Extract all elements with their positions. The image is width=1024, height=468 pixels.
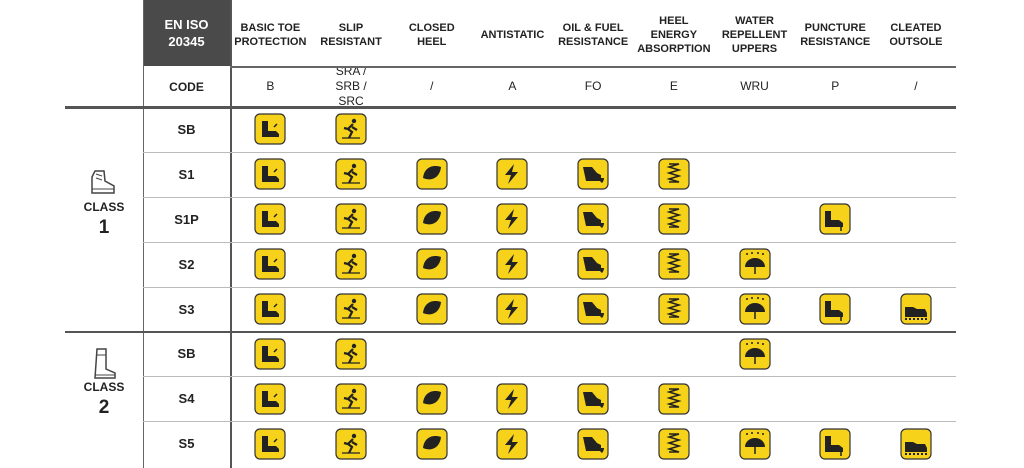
rule (230, 66, 956, 68)
feature-icon (254, 158, 286, 190)
feature-icon (416, 203, 448, 235)
feature-icon (819, 428, 851, 460)
column-name: PUNCTURE RESISTANCE (800, 22, 871, 48)
feature-icon (658, 158, 690, 190)
column-code: WRU (740, 79, 769, 93)
feature-icon (738, 248, 771, 280)
feature-icon (577, 203, 609, 235)
feature-icon (577, 158, 609, 190)
class-boot-icon (94, 348, 116, 379)
feature-icon (819, 293, 851, 325)
feature-icon (496, 203, 529, 235)
rule (230, 0, 232, 468)
class-number: 2 (98, 396, 110, 418)
feature-icon (658, 428, 690, 460)
rule (143, 286, 956, 288)
rule (143, 241, 956, 243)
feature-icon (335, 158, 367, 190)
column-name: OIL & FUEL RESISTANCE (558, 22, 629, 48)
feature-icon (900, 428, 932, 460)
column-code: A (508, 79, 517, 93)
feature-icon (577, 293, 609, 325)
rule (65, 106, 956, 109)
feature-icon (658, 293, 690, 325)
column-name: SLIP RESISTANT (320, 22, 382, 48)
feature-icon (416, 428, 448, 460)
class-boot-icon (91, 170, 115, 194)
column-code: / (914, 79, 918, 93)
feature-icon (658, 383, 690, 415)
column-name: ANTISTATIC (480, 29, 545, 41)
column-code: FO (584, 79, 602, 93)
column-code: P (831, 79, 840, 93)
feature-icon (254, 428, 286, 460)
column-code: B (266, 79, 275, 93)
feature-icon (496, 383, 529, 415)
feature-icon (335, 383, 367, 415)
feature-icon (416, 248, 448, 280)
column-code: E (669, 79, 678, 93)
feature-icon (496, 248, 529, 280)
column-name: BASIC TOE PROTECTION (234, 22, 307, 48)
feature-icon (416, 383, 448, 415)
class-number: 1 (98, 217, 110, 239)
feature-icon (658, 248, 690, 280)
class-label: CLASS (83, 379, 125, 394)
feature-icon (335, 203, 367, 235)
row-code: S1P (174, 211, 199, 227)
feature-icon (254, 293, 286, 325)
feature-icon (335, 338, 367, 370)
feature-icon (738, 293, 771, 325)
feature-icon (738, 428, 771, 460)
row-code: S5 (178, 436, 195, 452)
feature-icon (335, 428, 367, 460)
feature-icon (254, 203, 286, 235)
column-name: CLOSED HEEL (408, 22, 455, 48)
feature-icon (254, 248, 286, 280)
feature-icon (416, 158, 448, 190)
rule (65, 330, 956, 333)
feature-icon (335, 293, 367, 325)
column-name: CLEATED OUTSOLE (889, 22, 943, 48)
feature-icon (577, 428, 609, 460)
row-code: S4 (178, 391, 195, 407)
feature-icon (577, 383, 609, 415)
feature-icon (416, 293, 448, 325)
feature-icon (254, 338, 286, 370)
rule (143, 0, 144, 468)
rule (143, 196, 956, 198)
feature-icon (335, 113, 367, 146)
rule (143, 421, 956, 423)
row-code: SB (177, 121, 196, 137)
standard-header: EN ISO 20345 (143, 0, 230, 66)
code-header: CODE (169, 79, 204, 94)
feature-icon (900, 293, 932, 325)
feature-icon (335, 248, 367, 280)
row-code: S1 (178, 166, 195, 182)
feature-icon (819, 203, 851, 235)
row-code: S2 (178, 256, 195, 272)
rule (143, 376, 956, 378)
class-label: CLASS (83, 200, 125, 215)
column-code: SRA / SRB / SRC (335, 64, 367, 108)
row-code: SB (177, 346, 196, 362)
feature-icon (496, 158, 529, 190)
column-name: WATER REPELLENT UPPERS (721, 15, 788, 55)
column-code: / (430, 79, 434, 93)
feature-icon (577, 248, 609, 280)
rule (143, 151, 956, 153)
feature-icon (496, 428, 529, 460)
column-name: HEEL ENERGY ABSORPTION (637, 15, 711, 55)
row-code: S3 (178, 301, 195, 317)
feature-icon (496, 293, 529, 325)
feature-icon (254, 113, 286, 146)
feature-icon (254, 383, 286, 415)
feature-icon (658, 203, 690, 235)
feature-icon (738, 338, 771, 370)
